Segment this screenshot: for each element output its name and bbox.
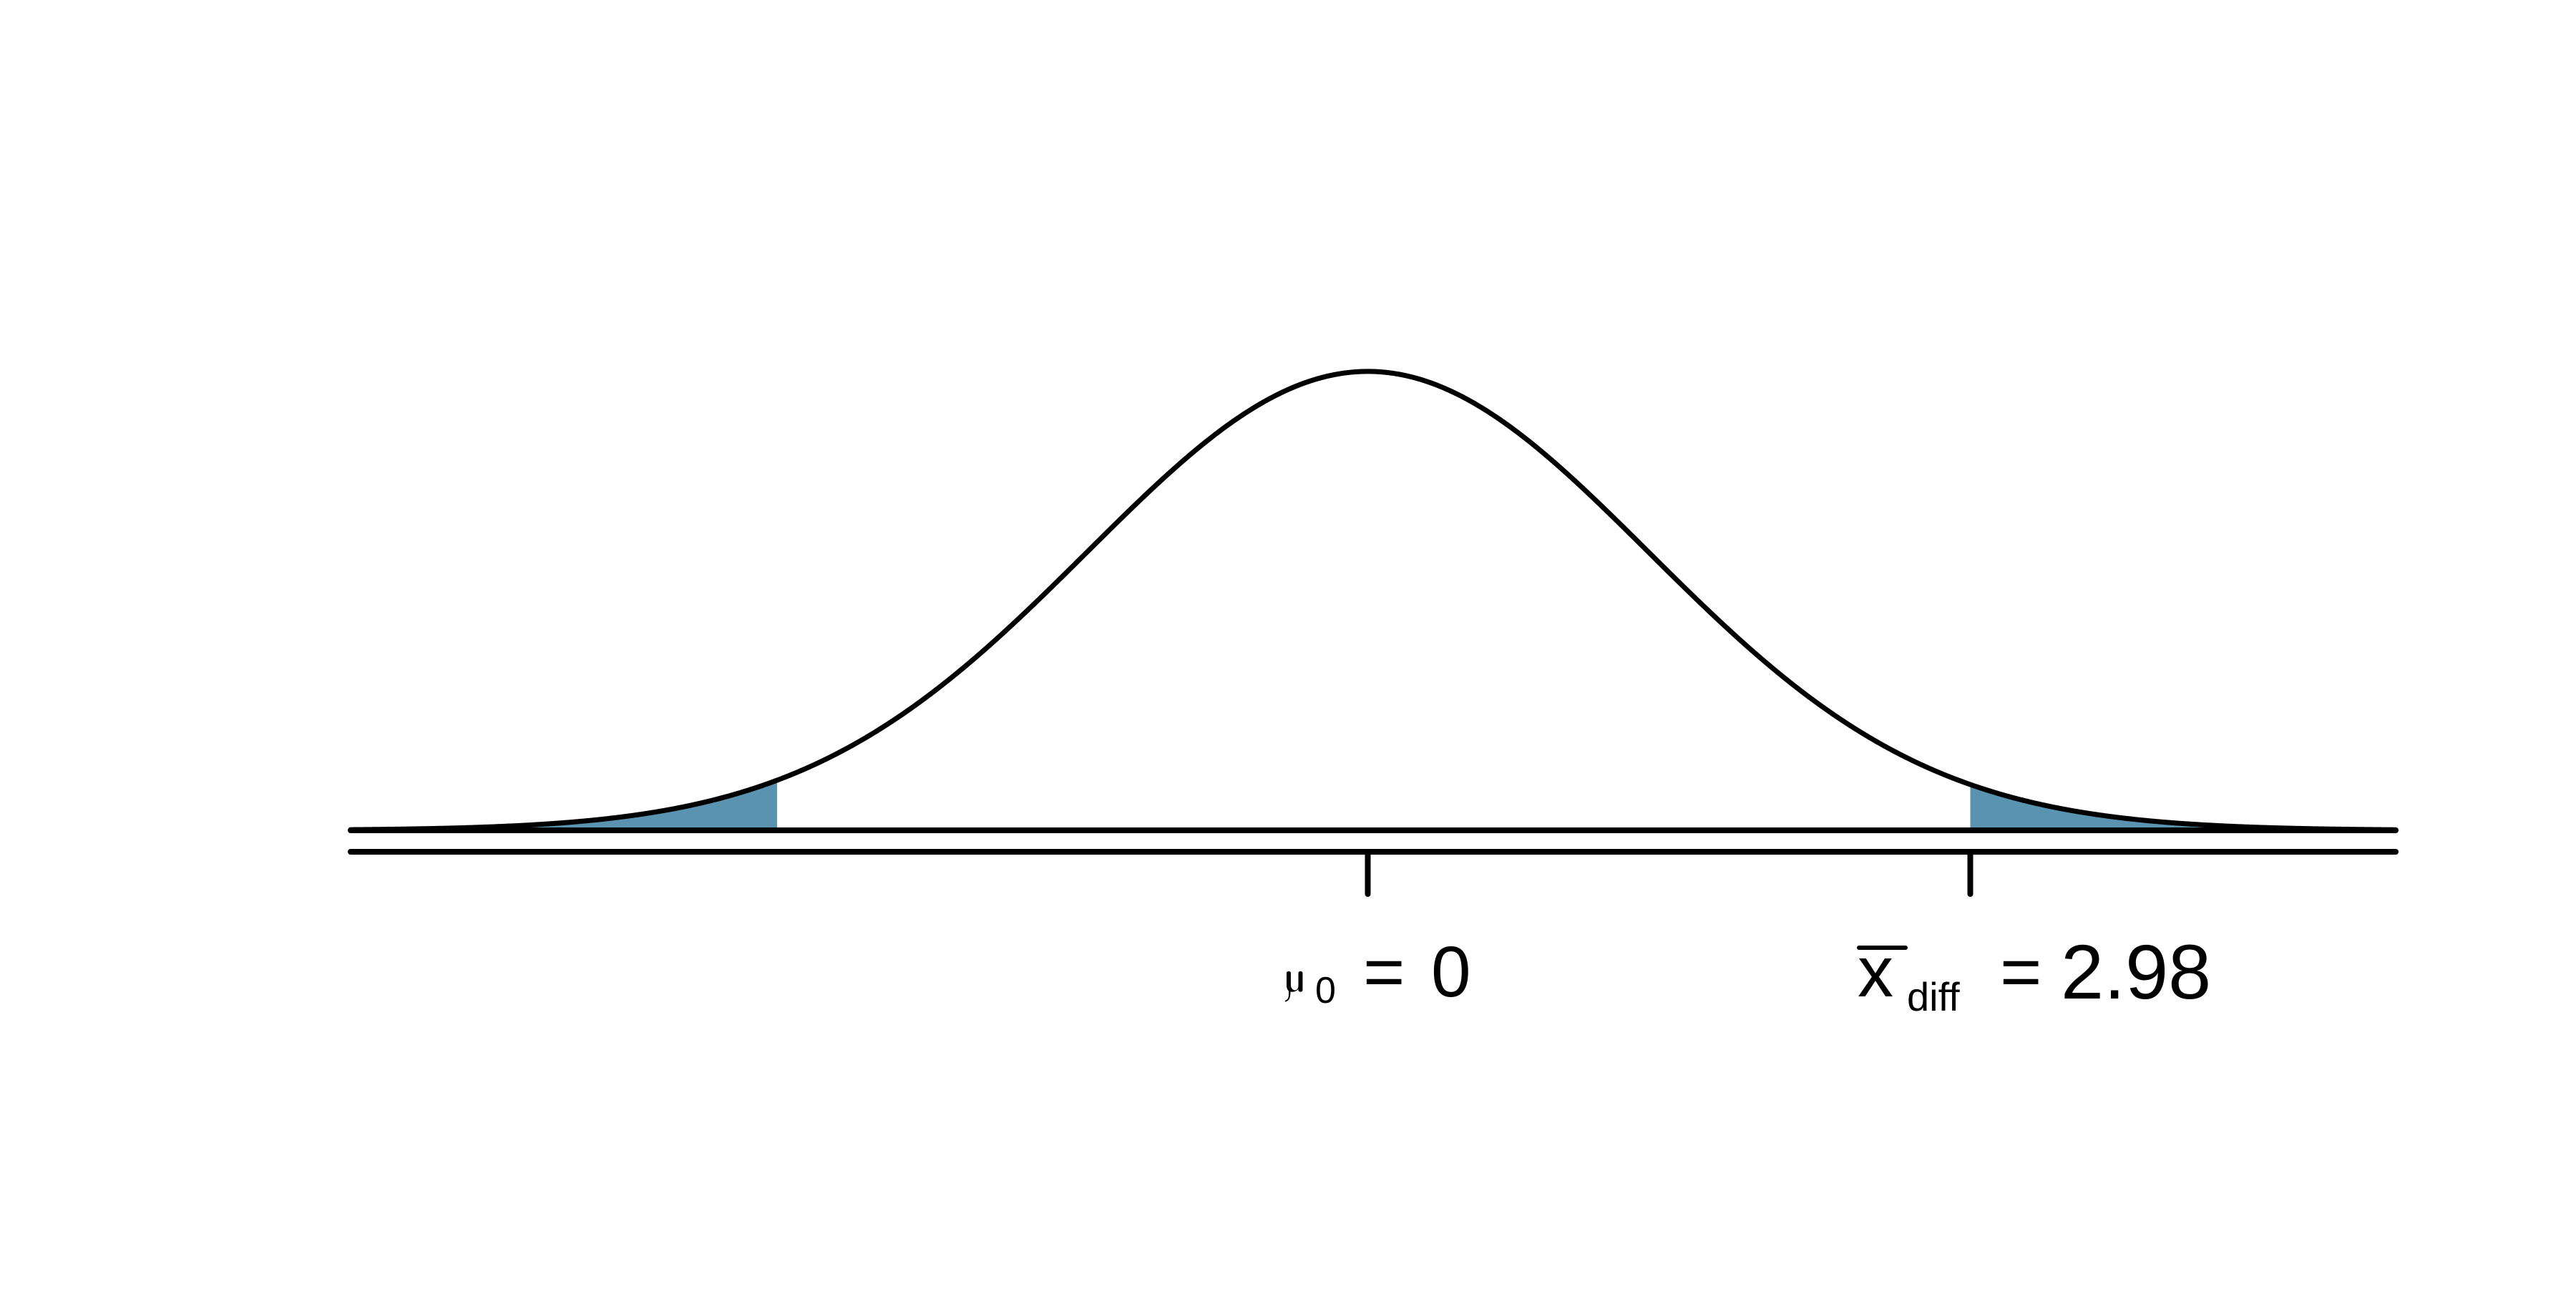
svg-text:2.98: 2.98 xyxy=(2061,928,2211,1015)
svg-text:0: 0 xyxy=(1431,932,1471,1012)
svg-text:x: x xyxy=(1858,932,1893,1012)
svg-text:=: = xyxy=(1363,932,1405,1012)
svg-text:diff: diff xyxy=(1907,974,1960,1019)
svg-text:=: = xyxy=(2000,932,2041,1012)
svg-text:0: 0 xyxy=(1315,970,1336,1011)
